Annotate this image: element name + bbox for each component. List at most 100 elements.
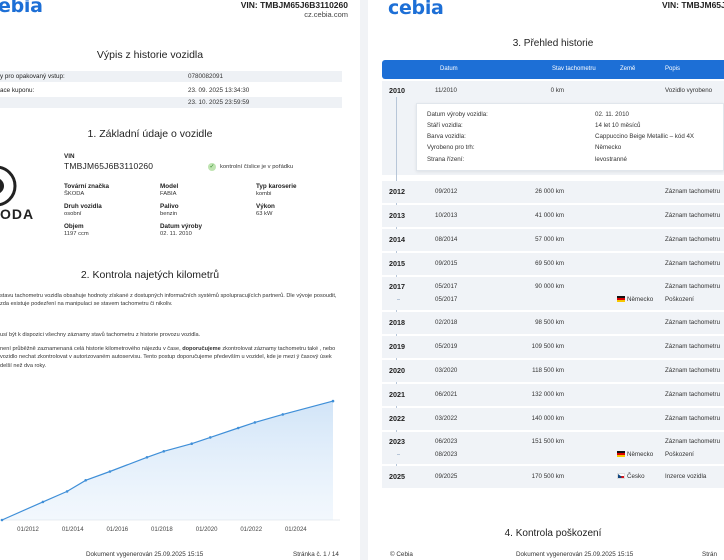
detail-label: Datum výroby vozidla:: [427, 111, 488, 118]
germany-flag-icon: [617, 296, 625, 303]
field-value: 02. 11. 2010: [160, 231, 192, 237]
header-vin: VIN: TMBJM65J6B3110260: [662, 0, 724, 10]
history-country: Česko: [617, 473, 645, 480]
history-band: [382, 312, 724, 334]
history-date: 03/2020: [435, 367, 458, 374]
history-description: Poškození: [665, 451, 694, 458]
history-band: [382, 277, 724, 310]
history-year: 2018: [389, 318, 405, 327]
history-km: 140 000 km: [531, 415, 564, 422]
history-km: 57 000 km: [535, 236, 564, 243]
section-mileage-title: 2. Kontrola najetých kilometrů: [80, 269, 220, 281]
history-km: 98 500 km: [535, 319, 564, 326]
timeline-tick: [397, 454, 400, 455]
history-date: 03/2022: [435, 415, 458, 422]
info-label: y pro opakovaný vstup:: [0, 73, 65, 80]
cebia-logo: cebia: [388, 0, 444, 19]
history-description: Záznam tachometru: [665, 438, 721, 445]
history-description: Inzerce vozidla: [665, 473, 707, 480]
history-km: 0 km: [550, 87, 564, 94]
history-date: 08/2023: [435, 451, 458, 458]
report-page-1: ebia VIN: TMBJM65J6B3110260 cz.cebia.com…: [0, 0, 360, 560]
history-year: 2020: [389, 366, 405, 375]
field-value: ŠKODA: [64, 191, 85, 197]
history-year: 2017: [389, 282, 405, 291]
footer-generated: Dokument vygenerován 25.09.2025 15:15: [86, 551, 204, 558]
history-km: 41 000 km: [535, 212, 564, 219]
info-value: 0780082091: [188, 73, 224, 80]
page-gutter: [360, 0, 368, 560]
history-year: 2021: [389, 390, 405, 399]
detail-value: Cappuccino Beige Metallic – kód 4X: [595, 133, 695, 140]
footer-generated: Dokument vygenerován 25.09.2025 15:15: [516, 551, 634, 558]
mileage-point: [190, 442, 193, 445]
field-label: Výkon: [256, 203, 275, 210]
mileage-point: [236, 426, 240, 430]
col-country-header: Země: [620, 66, 636, 72]
history-description: Záznam tachometru: [665, 343, 721, 350]
history-year: 2012: [389, 187, 405, 196]
section-history-title: 3. Přehled historie: [512, 38, 594, 49]
x-tick-label: 01/2024: [285, 527, 307, 533]
x-tick-label: 01/2014: [62, 527, 84, 533]
vin-check-text: kontrolní číslice je v pořádku: [220, 164, 294, 170]
timeline-line: [396, 97, 397, 181]
history-description: Poškození: [665, 296, 694, 303]
mileage-point: [281, 413, 285, 416]
section-basic-info-title: 1. Základní údaje o vozidle: [87, 128, 213, 140]
report-page-3: cebia VIN: TMBJM65J6B3110260 3. Přehled …: [368, 0, 724, 560]
detail-label: Strana řízení:: [427, 156, 465, 163]
footer-page-number: Stránka č. 1 / 14: [293, 551, 339, 558]
x-tick-label: 01/2022: [240, 527, 262, 533]
field-value: osobní: [64, 211, 82, 217]
history-km: 118 500 km: [532, 367, 564, 374]
detail-value: Německo: [595, 144, 622, 151]
history-band: [382, 432, 724, 464]
field-value: kombi: [256, 191, 272, 197]
skoda-wordmark: ODA: [0, 206, 35, 222]
mileage-point: [65, 490, 69, 493]
history-description: Záznam tachometru: [665, 236, 721, 243]
history-band: [382, 181, 724, 203]
field-label: Palivo: [160, 203, 179, 210]
timeline-tick: [397, 299, 400, 300]
x-tick-label: 01/2016: [106, 527, 128, 533]
history-band: [382, 466, 724, 488]
history-km: 151 500 km: [531, 438, 564, 445]
header-site-link[interactable]: cz.cebia.com: [304, 10, 348, 19]
history-year: 2022: [389, 414, 405, 423]
history-description: Záznam tachometru: [665, 260, 721, 267]
vin-value: TMBJM65J6B3110260: [64, 161, 154, 171]
detail-label: Vyrobeno pro trh:: [427, 144, 475, 151]
czech-flag-icon: [617, 473, 625, 480]
detail-value: 14 let 10 měsíců: [595, 122, 641, 129]
history-date: 02/2018: [435, 319, 458, 326]
history-band: [382, 360, 724, 382]
history-date: 09/2025: [435, 473, 458, 480]
detail-label: Stáří vozidla:: [427, 122, 463, 129]
history-km: 170 500 km: [531, 473, 564, 480]
field-value: FABIA: [160, 191, 177, 197]
history-year: 2010: [389, 86, 405, 95]
mileage-chart: 01/2012 01/2014 01/2016 01/2018 01/2020 01/20…: [0, 399, 340, 533]
col-date-header: Datum: [440, 66, 458, 72]
history-year: 2014: [389, 235, 405, 244]
history-band: [382, 384, 724, 406]
col-odometer-header: Stav tachometru: [552, 66, 596, 72]
mileage-point: [0, 518, 4, 522]
detail-value: 02. 11. 2010: [595, 111, 629, 118]
mileage-point: [84, 479, 87, 482]
history-km: 90 000 km: [535, 283, 564, 290]
report-title: Výpis z historie vozidla: [96, 49, 204, 61]
mileage-point: [331, 399, 335, 403]
field-value: benzin: [160, 211, 178, 217]
history-description: Záznam tachometru: [665, 212, 721, 219]
x-tick-label: 01/2018: [151, 527, 173, 533]
field-label: Objem: [64, 223, 84, 230]
footer-copyright: © Cebia: [390, 551, 413, 558]
history-band: [382, 253, 724, 275]
field-value: 1197 ccm: [64, 231, 89, 237]
mileage-point: [108, 470, 112, 473]
info-value: 23. 10. 2025 23:59:59: [188, 99, 250, 106]
history-date: 08/2014: [435, 236, 458, 243]
